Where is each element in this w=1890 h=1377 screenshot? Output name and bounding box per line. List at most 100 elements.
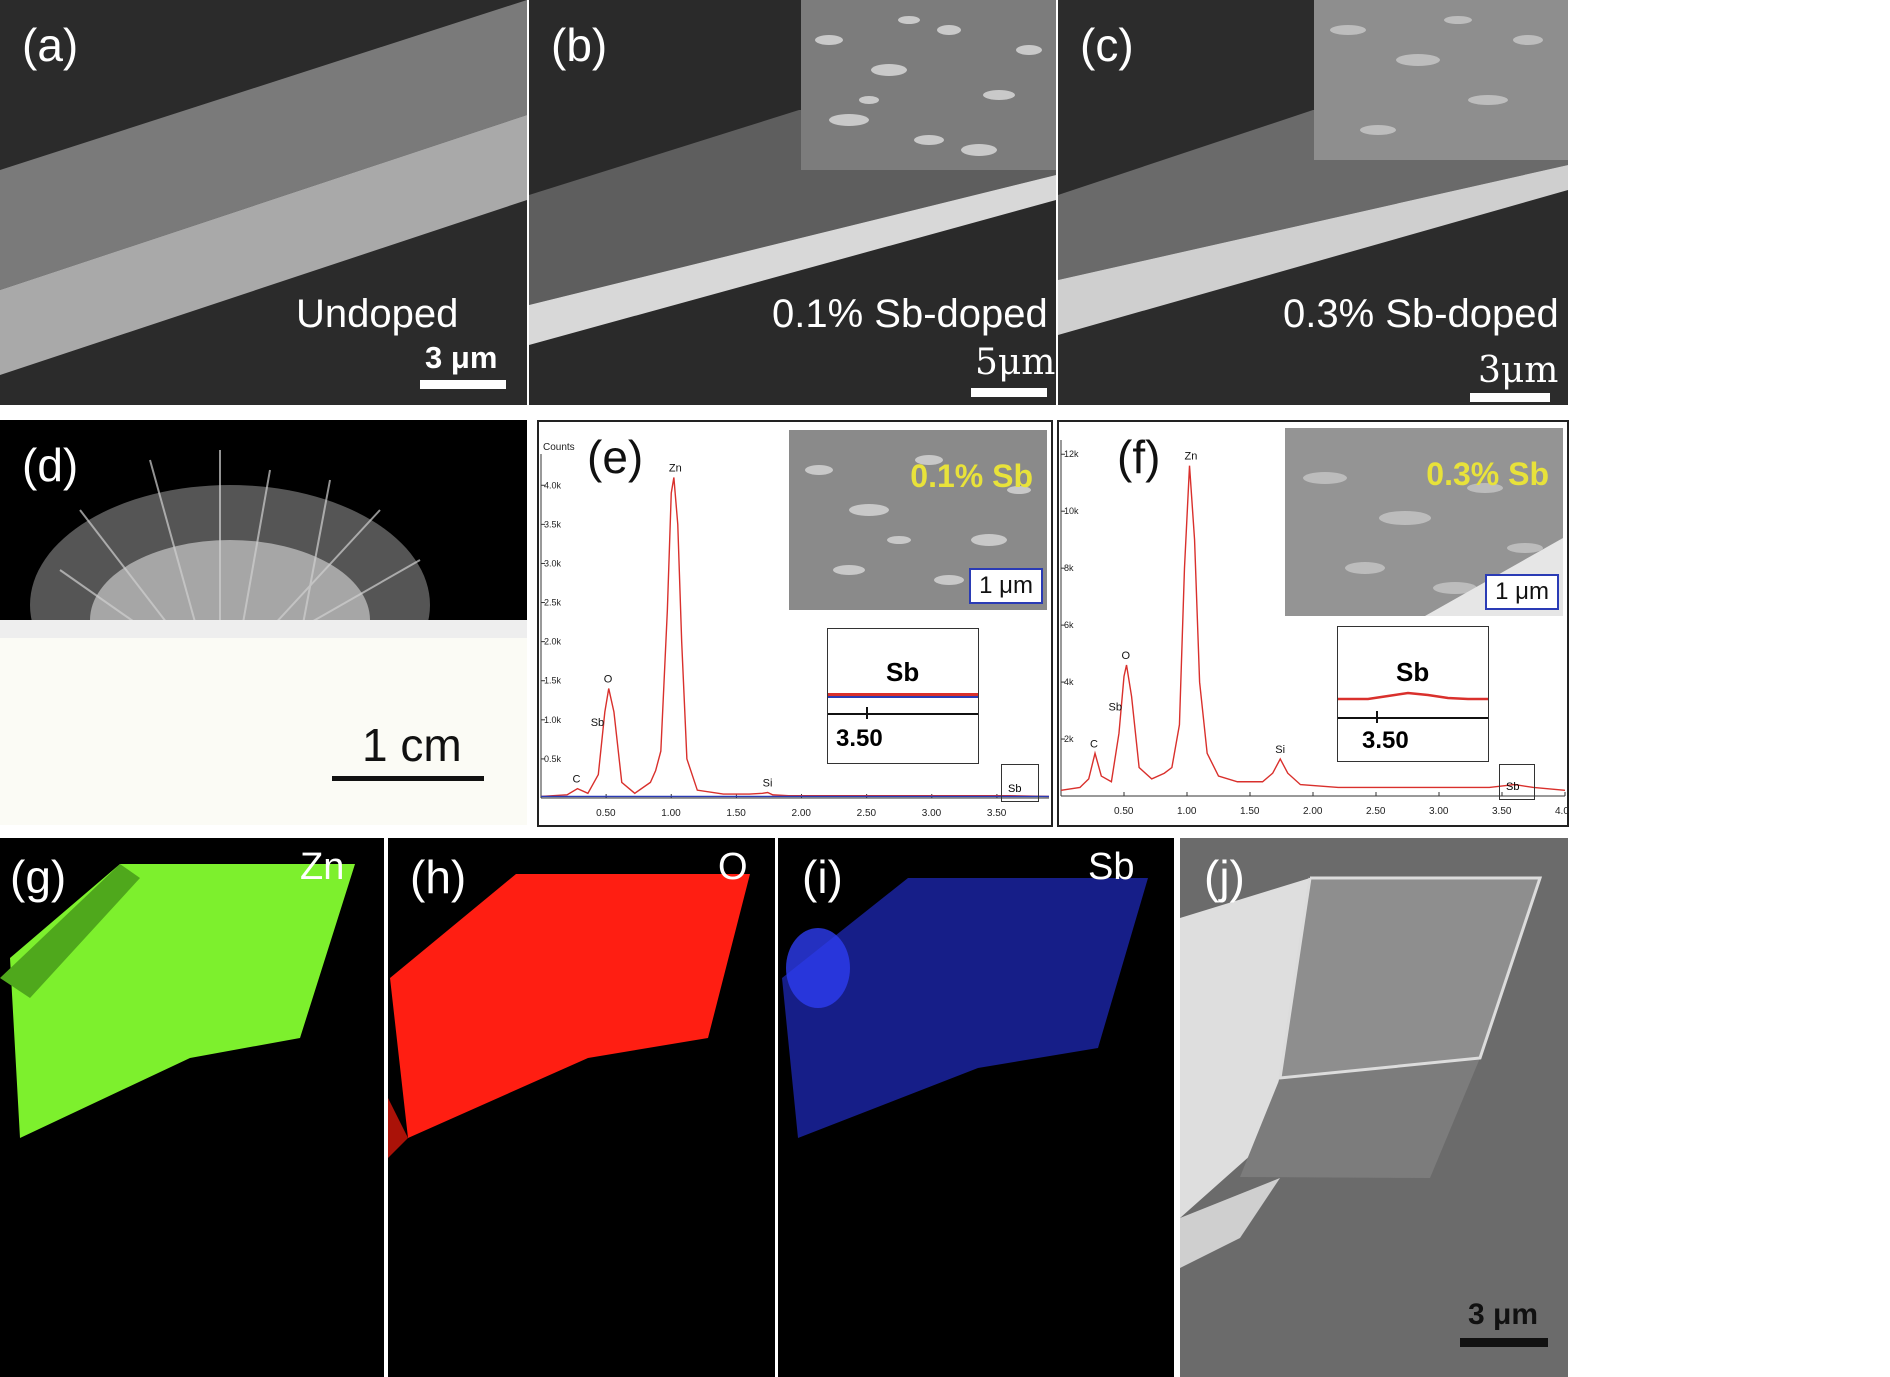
panel-f-zoom-signal [1338,691,1488,701]
panel-e-zoom-peak-label: Sb [886,657,920,687]
panel-e-zoom-tick [866,707,868,719]
y-tick-label: 4.0k [544,480,562,490]
panel-b-image [529,0,1056,345]
panel-a-scale-label: 3 μm [425,340,498,375]
peak-label: Si [763,778,773,790]
x-tick-label: 2.00 [1303,806,1323,817]
panel-e-inset-scale: 1 μm [969,568,1043,604]
panel-d-scale-label: 1 cm [362,719,462,771]
x-tick-label: 1.00 [1177,806,1197,817]
panel-h-map [388,874,750,1158]
panel-label-h: (h) [410,851,467,903]
panel-f-zoom-tick [1376,711,1378,723]
x-tick-label: 1.00 [661,808,681,819]
x-tick-label: 3.50 [987,808,1007,819]
panel-i: (i) Sb [778,838,1174,1377]
panel-g: (g) Zn [0,838,384,1377]
panel-f-inset-image: 0.3% Sb 1 μm [1285,428,1563,616]
x-tick-label: 3.50 [1492,806,1512,817]
panel-j: (j) 3 μm [1180,838,1568,1377]
y-tick-label: 4k [1064,677,1074,687]
panel-label-e: (e) [587,431,644,483]
panel-e-inset-image: 0.1% Sb 1 μm [789,430,1047,610]
panel-a-caption: Undoped [296,292,459,336]
panel-d-photo [0,450,527,825]
panel-h: (h) O [388,838,775,1377]
y-tick-label: 10k [1064,506,1079,516]
panel-e-region-box: Sb [1001,764,1039,802]
panel-label-j: (j) [1204,851,1245,903]
y-tick-label: 1.0k [544,715,562,725]
panel-e-zoom-signal-red [828,693,978,696]
x-tick-label: 0.50 [596,808,616,819]
peak-label: C [572,774,580,786]
y-tick-label: 2k [1064,734,1074,744]
panel-g-element: Zn [300,846,345,888]
panel-label-c: (c) [1080,19,1134,71]
panel-label-f: (f) [1117,431,1161,483]
panel-f-zoom-axis [1338,717,1488,719]
panel-label-g: (g) [10,851,67,903]
panel-i-map [782,878,1148,1138]
panel-c-scale-label: 3μm [1478,350,1559,391]
x-tick-label: 1.50 [1240,806,1260,817]
panel-f-region-label: Sb [1506,781,1520,793]
spectrum-series-0 [1060,465,1566,792]
panel-f-zoom-peak-label: Sb [1396,657,1430,687]
panel-j-scale-label: 3 μm [1468,1298,1539,1331]
peak-label: Si [1275,744,1285,756]
panel-a-image [0,0,527,375]
panel-c-scale-bar [1470,393,1550,402]
panel-f-zoom-box: Sb 3.50 [1337,626,1489,762]
panel-e-zoom-signal-blue [828,696,978,698]
y-tick-label: 3.0k [544,558,562,568]
y-tick-label: 6k [1064,620,1074,630]
panel-e-region-label: Sb [1008,783,1022,795]
panel-label-d: (d) [22,439,79,491]
panel-d: (d) 1 cm [0,420,527,825]
peak-label: Sb [1109,701,1122,713]
panel-d-scale-bar [332,776,484,781]
x-tick-label: 2.50 [1366,806,1386,817]
spectrum-series-0 [540,477,1050,798]
y-tick-label: 0.5k [544,754,562,764]
peak-label: Zn [1185,451,1198,463]
x-tick-label: 3.00 [1429,806,1449,817]
panel-e-inset-tag: 0.1% Sb [910,458,1033,494]
y-tick-label: 12k [1064,449,1079,459]
peak-label: O [604,674,613,686]
panel-b-scale-bar [971,388,1047,397]
panel-g-map [0,864,355,1138]
y-tick-label: 2.0k [544,637,562,647]
panel-b-caption: 0.1% Sb-doped [772,292,1048,336]
panel-b: (b) 0.1% Sb-doped 5μm [529,0,1056,405]
x-tick-label: 0.50 [1114,806,1134,817]
panel-f-inset-scale: 1 μm [1485,574,1559,610]
panel-e-zoom-tick-label: 3.50 [836,725,883,752]
panel-label-i: (i) [802,851,843,903]
panel-c-image [1058,0,1568,335]
panel-f-chart: 2k 4k 6k 8k 10k 12k 0.50 1.00 1.50 2.00 2.50 3.00 3.… [1060,440,1567,817]
peak-label: Sb [591,717,604,729]
panel-f: 2k 4k 6k 8k 10k 12k 0.50 1.00 1.50 2.00 2.50 3.00 3.… [1057,420,1569,827]
x-tick-label: 1.50 [726,808,746,819]
panel-label-b: (b) [551,19,608,71]
panel-e-chart: Counts 0.5k 1.0k 1.5k 2.0k 2.5k 3.0k 3.5k 4.0k 0.… [540,442,1050,819]
x-tick-label: 2.00 [792,808,812,819]
panel-f-inset-tag: 0.3% Sb [1426,456,1549,492]
panel-label-a: (a) [22,19,79,71]
panel-e-zoom-axis [828,713,978,715]
panel-a-scale-bar [420,380,506,389]
panel-j-image [1180,876,1543,1268]
peak-label: Zn [669,462,682,474]
y-tick-label: 2.5k [544,598,562,608]
panel-c-caption: 0.3% Sb-doped [1283,292,1559,336]
x-tick-label: 4.0 [1555,806,1567,817]
x-tick-label: 2.50 [857,808,877,819]
panel-f-zoom-tick-label: 3.50 [1362,727,1409,754]
peak-label: O [1122,650,1131,662]
y-axis-label: Counts [543,442,575,453]
panel-c: (c) 0.3% Sb-doped 3μm [1058,0,1568,405]
panel-e-zoom-box: Sb 3.50 [827,628,979,764]
y-tick-label: 3.5k [544,519,562,529]
